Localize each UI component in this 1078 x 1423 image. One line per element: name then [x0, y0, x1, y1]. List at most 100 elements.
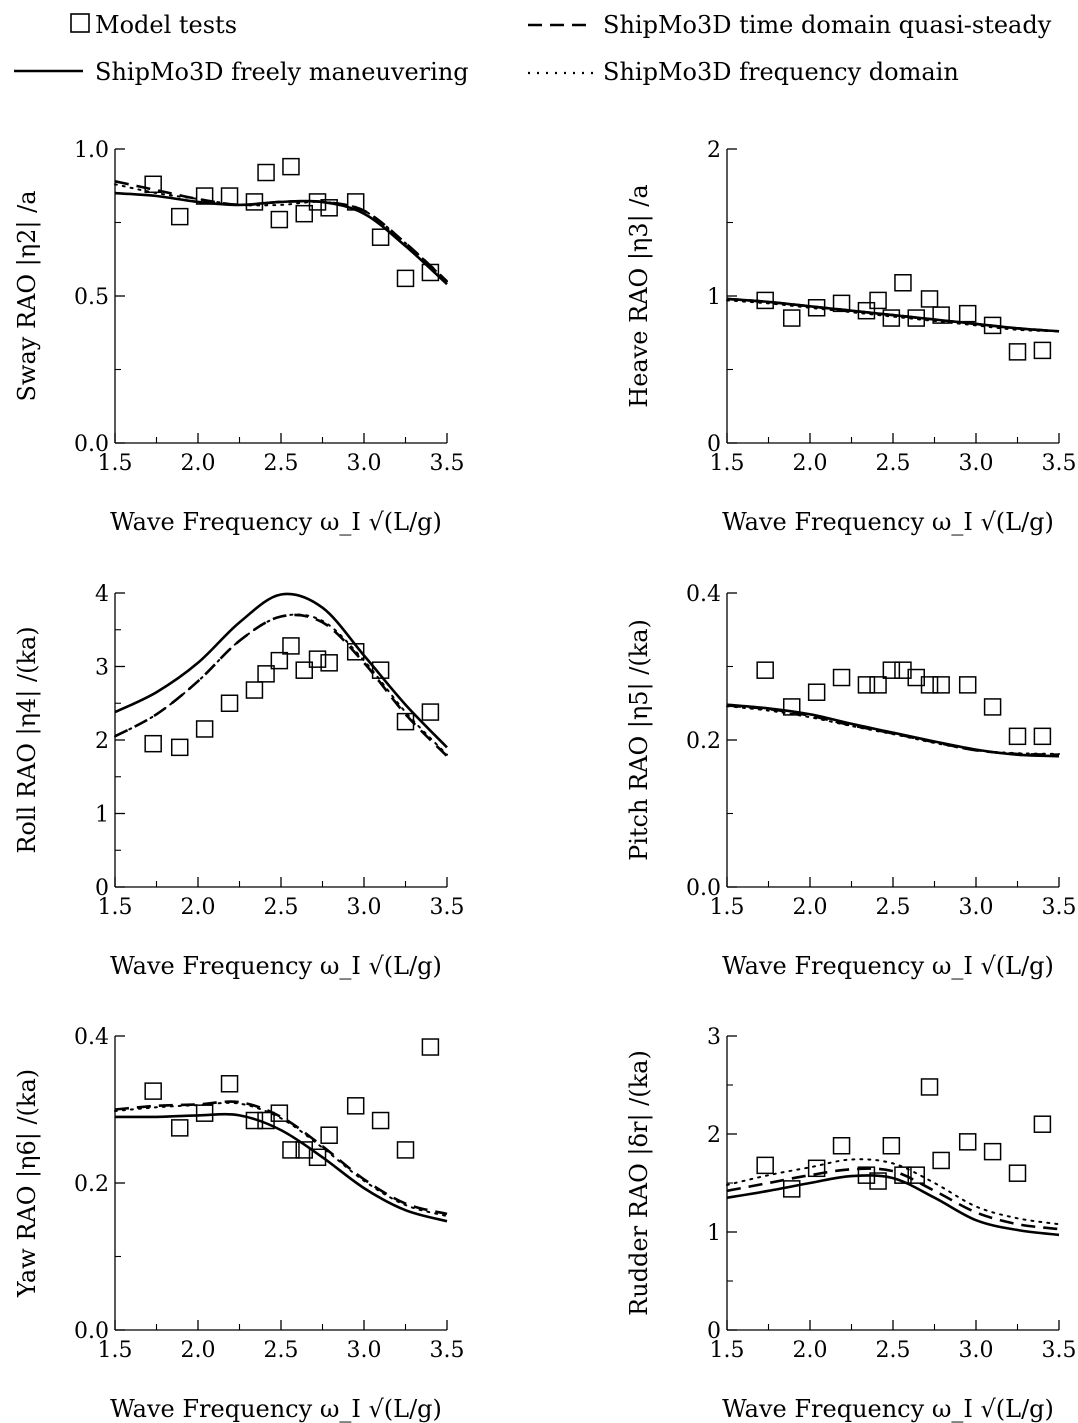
- model-test-point: [807, 683, 826, 701]
- model-test-point: [1008, 727, 1027, 746]
- model-test-point: [295, 204, 313, 223]
- x-tick-label: 2.5: [876, 895, 911, 920]
- x-tick-label: 2.0: [181, 451, 216, 476]
- x-tick-label: 3.5: [1042, 895, 1077, 920]
- model-test-point: [894, 1166, 912, 1184]
- x-tick-label: 3.0: [959, 451, 994, 476]
- y-tick-label: 0: [707, 432, 721, 457]
- model-test-point: [270, 1104, 289, 1122]
- y-tick-label: 0.2: [74, 1172, 109, 1197]
- model-test-point: [245, 193, 264, 211]
- model-test-point: [195, 1104, 214, 1122]
- x-tick-label: 2.5: [876, 1338, 911, 1363]
- x-tick-label: 2.0: [181, 895, 216, 920]
- x-axis-title: Wave Frequency ω_I √(L/g): [722, 952, 1054, 980]
- chart-panel-1: 1.5 2.0 2.5 3.0 3.5 0.0 0.5 1.0 Sway RAO |η2| /a…: [13, 138, 465, 536]
- y-tick-label: 1: [707, 285, 721, 310]
- model-test-point: [421, 263, 440, 282]
- model-test-point: [346, 1097, 365, 1115]
- x-tick-label: 2.0: [793, 1338, 828, 1363]
- x-tick-label: 1.5: [710, 895, 745, 920]
- legend: Model tests ShipMo3D time domain quasi-s…: [14, 11, 1052, 86]
- model-test-point: [756, 1156, 774, 1175]
- y-tick-label: 0: [95, 876, 109, 901]
- model-test-point: [782, 309, 801, 327]
- series-line-freq: [726, 1158, 1060, 1226]
- legend-freely-label: ShipMo3D freely maneuvering: [95, 58, 469, 86]
- y-tick-label: 0.0: [686, 876, 721, 901]
- model-test-point: [195, 187, 214, 205]
- model-test-point: [295, 661, 313, 679]
- series-line-time: [726, 297, 1060, 333]
- y-tick-label: 3: [95, 656, 109, 681]
- y-tick-label: 1: [95, 803, 109, 828]
- model-test-point: [245, 681, 264, 699]
- model-test-point: [282, 157, 300, 176]
- chart-panels: 1.5 2.0 2.5 3.0 3.5 0.0 0.5 1.0 Sway RAO |η2| /a…: [13, 138, 1077, 1423]
- model-test-point: [220, 694, 239, 712]
- x-tick-label: 3.5: [430, 451, 465, 476]
- model-test-point: [257, 163, 275, 182]
- x-axis-title: Wave Frequency ω_I √(L/g): [110, 952, 442, 980]
- y-tick-label: 0.0: [74, 1319, 109, 1344]
- y-tick-label: 3: [707, 1025, 721, 1050]
- x-tick-label: 3.0: [347, 895, 382, 920]
- x-tick-label: 3.0: [959, 1338, 994, 1363]
- model-test-point: [983, 316, 1002, 335]
- x-tick-label: 1.5: [98, 451, 133, 476]
- legend-model-tests-marker: [70, 13, 90, 33]
- model-test-point: [907, 309, 925, 327]
- model-test-point: [144, 1082, 162, 1100]
- model-test-point: [958, 676, 977, 694]
- x-tick-label: 2.5: [264, 451, 299, 476]
- x-tick-label: 3.0: [347, 451, 382, 476]
- y-axis-title: Yaw RAO |η6| /(ka): [13, 1069, 42, 1298]
- model-test-point: [396, 712, 415, 731]
- model-test-point: [308, 650, 327, 668]
- x-axis-title: Wave Frequency ω_I √(L/g): [110, 1395, 442, 1423]
- model-test-point: [782, 1180, 801, 1198]
- x-tick-label: 1.5: [98, 895, 133, 920]
- model-test-point: [282, 637, 300, 655]
- model-test-point: [346, 193, 365, 211]
- x-tick-label: 1.5: [98, 1338, 133, 1363]
- model-test-point: [1033, 341, 1052, 360]
- series-line-freq: [114, 613, 448, 756]
- model-test-point: [958, 1133, 977, 1151]
- series-line-freq: [726, 299, 1060, 333]
- series-line-freq: [726, 705, 1060, 755]
- series-line-freely: [114, 191, 448, 286]
- y-tick-label: 1.0: [74, 138, 109, 163]
- model-test-point: [308, 1148, 327, 1167]
- series-line-freely: [114, 592, 448, 749]
- x-tick-label: 2.5: [264, 1338, 299, 1363]
- model-test-point: [421, 1038, 440, 1056]
- model-test-point: [932, 306, 950, 324]
- model-test-point: [257, 665, 275, 683]
- model-test-point: [396, 1141, 415, 1159]
- chart-panel-5: 1.5 2.0 2.5 3.0 3.5 0.0 0.2 0.4 Yaw RAO |η6| /(k…: [13, 1025, 465, 1423]
- model-test-point: [832, 1137, 851, 1155]
- x-axis-title: Wave Frequency ω_I √(L/g): [722, 508, 1054, 536]
- model-test-point: [371, 661, 390, 679]
- model-test-point: [371, 228, 390, 246]
- model-test-point: [894, 274, 912, 292]
- model-test-point: [932, 1151, 950, 1170]
- x-tick-label: 2.0: [793, 895, 828, 920]
- model-test-point: [170, 207, 189, 226]
- model-test-point: [782, 698, 801, 716]
- model-test-point: [308, 193, 327, 211]
- x-tick-label: 3.5: [430, 895, 465, 920]
- series-line-time: [114, 613, 448, 758]
- model-test-point: [320, 654, 338, 672]
- y-tick-label: 0: [707, 1319, 721, 1344]
- model-test-point: [170, 1119, 189, 1137]
- model-test-point: [346, 643, 365, 661]
- model-test-point: [756, 291, 774, 310]
- model-test-point: [958, 304, 977, 323]
- model-test-point: [144, 175, 162, 194]
- model-test-point: [882, 309, 901, 327]
- model-test-point: [932, 676, 950, 694]
- model-test-point: [1008, 1164, 1027, 1182]
